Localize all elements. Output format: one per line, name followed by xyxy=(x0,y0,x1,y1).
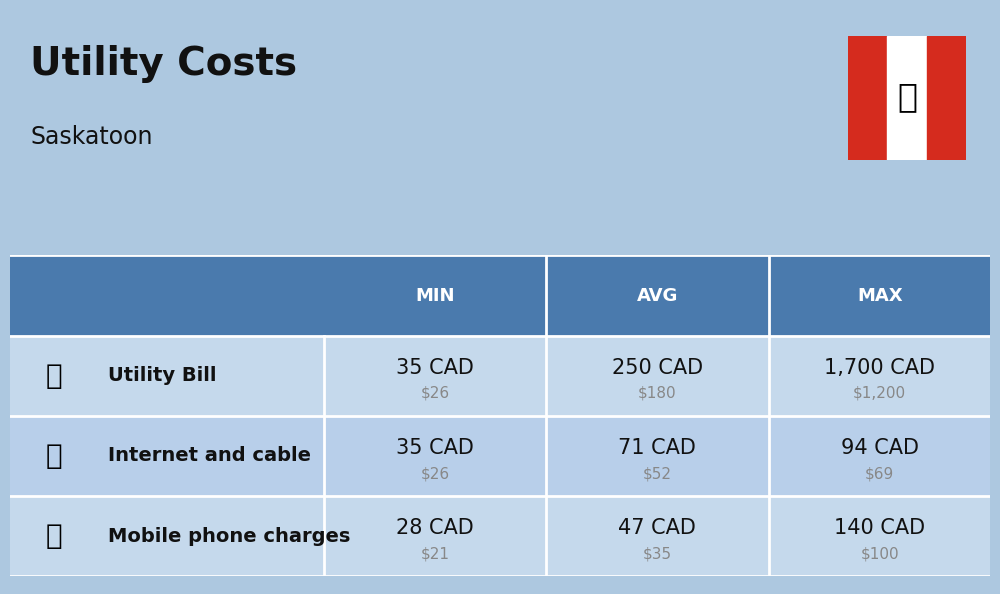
Bar xyxy=(10,255,324,336)
Bar xyxy=(324,255,546,336)
Text: $100: $100 xyxy=(860,546,899,561)
Bar xyxy=(546,255,769,336)
Text: 71 CAD: 71 CAD xyxy=(618,438,696,458)
Bar xyxy=(769,336,991,416)
Bar xyxy=(769,416,991,496)
Bar xyxy=(546,336,769,416)
Text: Internet and cable: Internet and cable xyxy=(108,447,311,465)
Text: 94 CAD: 94 CAD xyxy=(841,438,919,458)
Bar xyxy=(546,416,769,496)
Text: $26: $26 xyxy=(420,466,449,481)
Text: $26: $26 xyxy=(420,386,449,401)
Text: $35: $35 xyxy=(643,546,672,561)
Bar xyxy=(10,496,98,576)
Bar xyxy=(927,36,966,160)
Text: 1,700 CAD: 1,700 CAD xyxy=(824,358,935,378)
Bar xyxy=(546,496,769,576)
Bar xyxy=(324,416,546,496)
Text: $180: $180 xyxy=(638,386,677,401)
Text: 🍁: 🍁 xyxy=(897,80,917,113)
Bar xyxy=(324,496,546,576)
Text: $52: $52 xyxy=(643,466,672,481)
Bar xyxy=(848,36,887,160)
Bar xyxy=(10,416,98,496)
Bar xyxy=(10,336,98,416)
Text: AVG: AVG xyxy=(637,286,678,305)
Text: Utility Bill: Utility Bill xyxy=(108,366,216,385)
Bar xyxy=(769,496,991,576)
Text: Mobile phone charges: Mobile phone charges xyxy=(108,527,350,545)
Text: 📶: 📶 xyxy=(46,442,62,470)
Text: 35 CAD: 35 CAD xyxy=(396,358,474,378)
Bar xyxy=(769,255,991,336)
Text: $21: $21 xyxy=(420,546,449,561)
Text: 47 CAD: 47 CAD xyxy=(618,518,696,538)
Text: 140 CAD: 140 CAD xyxy=(834,518,925,538)
Text: MAX: MAX xyxy=(857,286,903,305)
Text: Saskatoon: Saskatoon xyxy=(30,125,152,148)
Text: 📱: 📱 xyxy=(46,522,62,550)
Text: 28 CAD: 28 CAD xyxy=(396,518,474,538)
Text: 250 CAD: 250 CAD xyxy=(612,358,703,378)
Text: $1,200: $1,200 xyxy=(853,386,906,401)
Bar xyxy=(324,336,546,416)
Text: Utility Costs: Utility Costs xyxy=(30,45,297,83)
Text: 35 CAD: 35 CAD xyxy=(396,438,474,458)
Text: 🔌: 🔌 xyxy=(46,362,62,390)
Text: MIN: MIN xyxy=(415,286,455,305)
Bar xyxy=(887,36,927,160)
Bar xyxy=(98,496,324,576)
Bar xyxy=(98,416,324,496)
Text: $69: $69 xyxy=(865,466,894,481)
Bar xyxy=(98,336,324,416)
